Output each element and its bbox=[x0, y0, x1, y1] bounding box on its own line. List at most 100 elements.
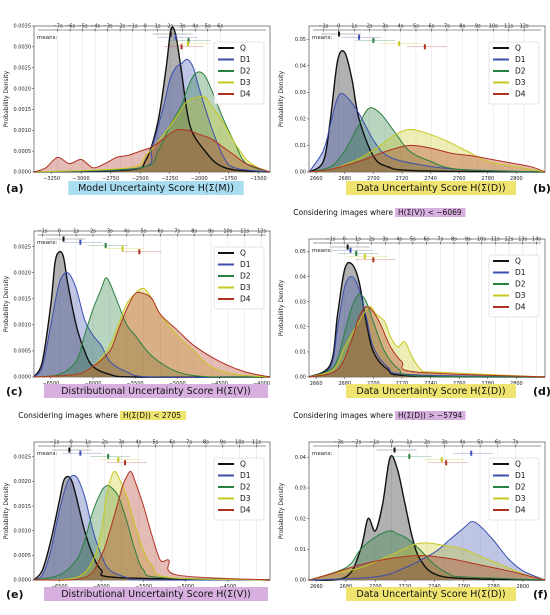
cc-line-d3 bbox=[33, 287, 271, 378]
ce-sigma-label: 0 bbox=[69, 440, 72, 446]
cc-sigma-label: 10s bbox=[223, 229, 232, 235]
cf-title-condition-bg bbox=[395, 411, 466, 420]
ca-xlabel-bg bbox=[68, 181, 244, 195]
cb-sigma-label: 7s bbox=[444, 24, 450, 30]
cf-ytick-label: 0.01 bbox=[295, 547, 306, 553]
cd-ytick-label: 0.01 bbox=[295, 350, 306, 356]
cf-mean-marker-d2 bbox=[408, 453, 411, 459]
ce-mean-marker-q bbox=[68, 447, 71, 453]
cd-sigma-label: 11s bbox=[491, 237, 500, 243]
ce-line-d2 bbox=[33, 484, 271, 581]
cf-sigma-label: 1s bbox=[406, 440, 412, 446]
cf-sigma-label: 5s bbox=[477, 440, 483, 446]
ca-sigma-label: 4s bbox=[192, 24, 198, 30]
ce-title-condition-bg bbox=[120, 411, 187, 420]
cc-mean-marker-q bbox=[62, 236, 65, 242]
cc-mean-marker-d2 bbox=[104, 242, 107, 248]
cc-sigma-label: 9s bbox=[208, 229, 214, 235]
ce-ylabel: Probability Density bbox=[3, 482, 10, 539]
cf-legend-label-d3: D3 bbox=[515, 494, 526, 503]
cd-legend-label-q: Q bbox=[515, 257, 521, 266]
cd-sigma-label: 4s bbox=[396, 237, 402, 243]
cb-sigma-label: 1s bbox=[351, 24, 357, 30]
cf-sigma-label: −1s bbox=[369, 440, 379, 446]
ca-line-q bbox=[33, 26, 271, 173]
cb-sigma-label: −1s bbox=[318, 24, 328, 30]
ca-mean-marker-d4 bbox=[180, 44, 183, 50]
cf-mean-marker-d4 bbox=[445, 460, 448, 466]
cb-ytick-label: 0.05 bbox=[295, 37, 306, 43]
cf-line-d3 bbox=[308, 542, 546, 581]
chart-f: Considering images where H(Σ(D)) > −5794 −… bbox=[278, 411, 548, 601]
cc-legend-label-d1: D1 bbox=[240, 260, 251, 269]
cf-sigma-label: 0 bbox=[390, 440, 393, 446]
ca-ytick-label: 0.0005 bbox=[14, 149, 32, 155]
cf-area-d1 bbox=[309, 521, 545, 580]
cb-area-d2 bbox=[309, 107, 545, 172]
ca-mean-marker-d1 bbox=[174, 34, 177, 40]
cd-sigma-label: −1s bbox=[325, 237, 335, 243]
cf-legend-box bbox=[488, 457, 540, 521]
cb-xtick-label: 2740 bbox=[424, 176, 437, 182]
ca-panel-letter: (a) bbox=[6, 182, 23, 195]
ce-line-q bbox=[33, 475, 271, 581]
cc-xlabel-bg bbox=[44, 384, 268, 398]
cc-sigma-label: 4s bbox=[124, 229, 130, 235]
ce-legend-box bbox=[213, 457, 265, 521]
cc-ytick-label: 0.0020 bbox=[14, 270, 32, 276]
ce-sigma-label: 9s bbox=[220, 440, 226, 446]
cc-area-d4 bbox=[34, 292, 270, 377]
cc-sigma-label: 7s bbox=[174, 229, 180, 235]
ce-sigma-label: 4s bbox=[136, 440, 142, 446]
chart-e: Considering images where H(Σ(D)) < 2705 −1… bbox=[3, 411, 271, 601]
cd-mean-marker-q bbox=[346, 244, 349, 250]
cf-line-q bbox=[308, 455, 546, 581]
cd-legend-label-d3: D3 bbox=[515, 291, 526, 300]
ca-sigma-label: −1s bbox=[128, 24, 138, 30]
ca-ytick-label: 0.0015 bbox=[14, 107, 32, 113]
cb-ytick-label: 0.04 bbox=[295, 64, 306, 70]
cf-mean-marker-d3 bbox=[440, 457, 443, 463]
cd-legend-label-d4: D4 bbox=[515, 303, 526, 312]
ca-sigma-label: −4s bbox=[90, 24, 100, 30]
cc-legend-box bbox=[213, 246, 265, 310]
ce-legend-label-d1: D1 bbox=[240, 471, 251, 480]
cc-ytick-label: 0.0005 bbox=[14, 349, 32, 355]
cd-sigma-label: 3s bbox=[382, 237, 388, 243]
cd-area-q bbox=[309, 262, 545, 377]
cc-legend-label-q: Q bbox=[240, 249, 246, 258]
ca-ylabel: Probability Density bbox=[3, 70, 10, 127]
ca-legend-label-d2: D2 bbox=[240, 67, 251, 76]
chart-c: −1s 0 1s 2s 3s 4s 5s 6s 7s 8s 9s 10s 11s 12s means: 0.0… bbox=[3, 229, 271, 398]
ca-sigma-label: −3s bbox=[103, 24, 113, 30]
ce-line-d3 bbox=[33, 470, 271, 581]
cb-ytick-label: 0.02 bbox=[295, 117, 306, 123]
cc-ytick-label: 0.0010 bbox=[14, 323, 32, 329]
ce-ytick-label: 0.0020 bbox=[14, 479, 32, 485]
cb-means-label: means: bbox=[312, 35, 332, 41]
cc-mean-marker-d3 bbox=[121, 246, 124, 252]
ce-legend-label-q: Q bbox=[240, 460, 246, 469]
chart-a: −7s −6s −5s −4s −3s −2s −1s 0 1s 2s 3s 4s 5s 6s means:… bbox=[3, 24, 271, 195]
cf-sigma-label: −2s bbox=[351, 440, 361, 446]
cb-xtick-label: 2680 bbox=[338, 176, 351, 182]
ce-legend-label-d4: D4 bbox=[240, 506, 251, 515]
ca-xtick-label: −2250 bbox=[161, 176, 178, 182]
ca-xtick-label: −2750 bbox=[102, 176, 119, 182]
cc-area-d2 bbox=[34, 277, 270, 378]
cd-line-d2 bbox=[308, 293, 546, 378]
cf-area-q bbox=[309, 455, 545, 581]
panel-b: −1s 0 1s 2s 3s 4s 5s 6s 7s 8s 9s 10s 11s 12s means: 0.0… bbox=[275, 0, 550, 209]
cb-mean-marker-d4 bbox=[423, 44, 426, 50]
cd-sigma-label: 6s bbox=[424, 237, 430, 243]
panel-e: Considering images where H(Σ(D)) < 2705 −1… bbox=[0, 408, 275, 615]
cb-sigma-label: 2s bbox=[367, 24, 373, 30]
cf-sigma-label: 3s bbox=[442, 440, 448, 446]
cc-mean-marker-d1 bbox=[79, 239, 82, 245]
cb-xtick-label: 2700 bbox=[367, 176, 380, 182]
ca-sigma-label: −2s bbox=[115, 24, 125, 30]
ca-area-d4 bbox=[34, 129, 270, 172]
cb-sigma-label: 10s bbox=[489, 24, 498, 30]
cb-xlabel-bg bbox=[346, 181, 516, 195]
ca-xtick-label: −2500 bbox=[132, 176, 149, 182]
